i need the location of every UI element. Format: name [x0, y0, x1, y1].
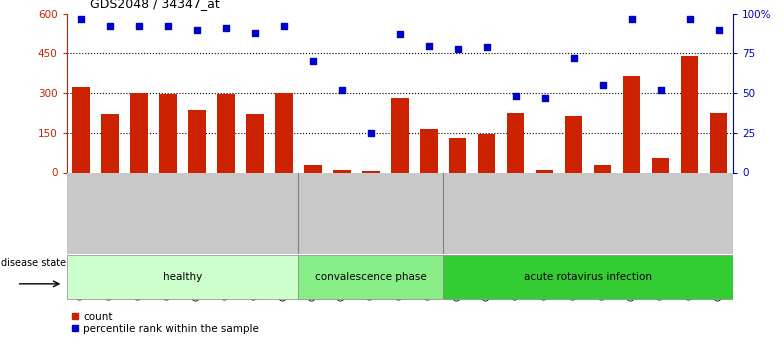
Bar — [623, 76, 641, 172]
Point — [423, 43, 435, 48]
Point — [249, 30, 261, 36]
Bar — [710, 113, 728, 172]
Text: GDS2048 / 34347_at: GDS2048 / 34347_at — [90, 0, 220, 10]
Point — [278, 24, 290, 29]
Point — [336, 87, 348, 93]
Point — [365, 130, 377, 136]
Bar — [101, 114, 119, 172]
Point — [162, 24, 174, 29]
Text: healthy: healthy — [163, 272, 202, 282]
FancyBboxPatch shape — [67, 255, 299, 299]
Point — [452, 46, 464, 51]
Text: acute rotavirus infection: acute rotavirus infection — [524, 272, 652, 282]
Bar — [304, 165, 321, 172]
Bar — [188, 110, 205, 172]
Bar — [246, 114, 263, 172]
Point — [626, 16, 638, 21]
Point — [394, 32, 406, 37]
Point — [655, 87, 667, 93]
Point — [481, 45, 493, 50]
Point — [568, 56, 580, 61]
Point — [74, 16, 87, 21]
Bar — [565, 116, 583, 172]
FancyBboxPatch shape — [443, 255, 733, 299]
Point — [597, 82, 609, 88]
Bar — [391, 98, 408, 172]
Bar — [420, 129, 437, 172]
Point — [220, 25, 232, 31]
Text: disease state: disease state — [1, 258, 66, 268]
Bar — [507, 113, 524, 172]
FancyBboxPatch shape — [299, 255, 443, 299]
Bar — [275, 93, 292, 172]
Bar — [130, 93, 147, 172]
Bar — [536, 170, 554, 172]
Bar — [217, 95, 234, 172]
Text: convalescence phase: convalescence phase — [315, 272, 426, 282]
Point — [510, 93, 522, 99]
Point — [103, 24, 116, 29]
Bar — [652, 158, 670, 172]
Bar — [478, 134, 495, 172]
Legend: count, percentile rank within the sample: count, percentile rank within the sample — [72, 312, 260, 334]
Bar — [362, 171, 379, 172]
Bar — [159, 95, 176, 172]
Point — [307, 59, 319, 64]
Point — [191, 27, 203, 32]
Bar — [72, 87, 90, 172]
Point — [713, 27, 725, 32]
Point — [684, 16, 696, 21]
Point — [539, 95, 551, 101]
Bar — [333, 170, 350, 172]
Point — [132, 24, 145, 29]
Bar — [681, 56, 699, 172]
Bar — [594, 165, 612, 172]
Bar — [449, 138, 466, 172]
